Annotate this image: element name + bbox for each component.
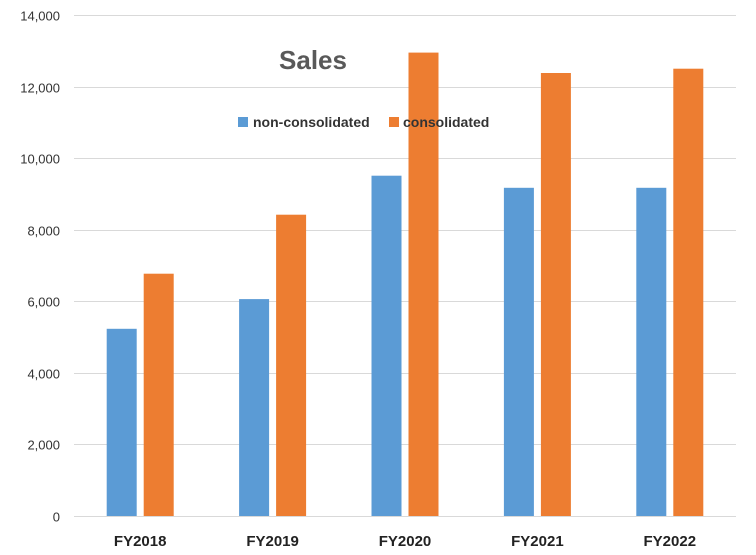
bar-non-consolidated-FY2019 (239, 299, 270, 516)
bar-consolidated-FY2020 (408, 52, 439, 516)
bar-consolidated-FY2018 (143, 273, 174, 516)
bar-consolidated-FY2019 (276, 214, 307, 516)
y-tick-label: 10,000 (20, 152, 60, 167)
bar-non-consolidated-FY2022 (636, 187, 667, 517)
y-tick-label: 2,000 (27, 438, 60, 453)
y-tick-label: 14,000 (20, 9, 60, 24)
y-tick-label: 0 (53, 510, 60, 525)
y-axis-tick-labels: 0 2,000 4,000 6,000 8,000 10,000 12,000 14,000 (20, 9, 60, 525)
y-tick-label: 4,000 (27, 367, 60, 382)
grid-lines (74, 15, 736, 517)
bar-consolidated-FY2021 (540, 73, 571, 516)
bar-consolidated-FY2022 (673, 68, 704, 516)
y-tick-label: 8,000 (27, 224, 60, 239)
chart-title: Sales (279, 45, 347, 75)
x-tick-label: FY2021 (511, 533, 564, 550)
x-tick-label: FY2018 (114, 533, 167, 550)
bar-non-consolidated-FY2020 (371, 175, 402, 516)
x-tick-label: FY2022 (644, 533, 697, 550)
x-tick-label: FY2019 (246, 533, 299, 550)
x-tick-label: FY2020 (379, 533, 432, 550)
legend: non-consolidated consolidated (238, 114, 489, 130)
y-tick-label: 6,000 (27, 295, 60, 310)
bars (106, 52, 704, 517)
bar-non-consolidated-FY2018 (106, 328, 137, 516)
legend-swatch-consolidated (389, 117, 399, 127)
y-tick-label: 12,000 (20, 81, 60, 96)
legend-swatch-non-consolidated (238, 117, 248, 127)
legend-label-non-consolidated: non-consolidated (253, 114, 370, 130)
x-axis-tick-labels: FY2018 FY2019 FY2020 FY2021 FY2022 (114, 533, 696, 550)
legend-label-consolidated: consolidated (403, 114, 489, 130)
bar-non-consolidated-FY2021 (503, 187, 534, 517)
